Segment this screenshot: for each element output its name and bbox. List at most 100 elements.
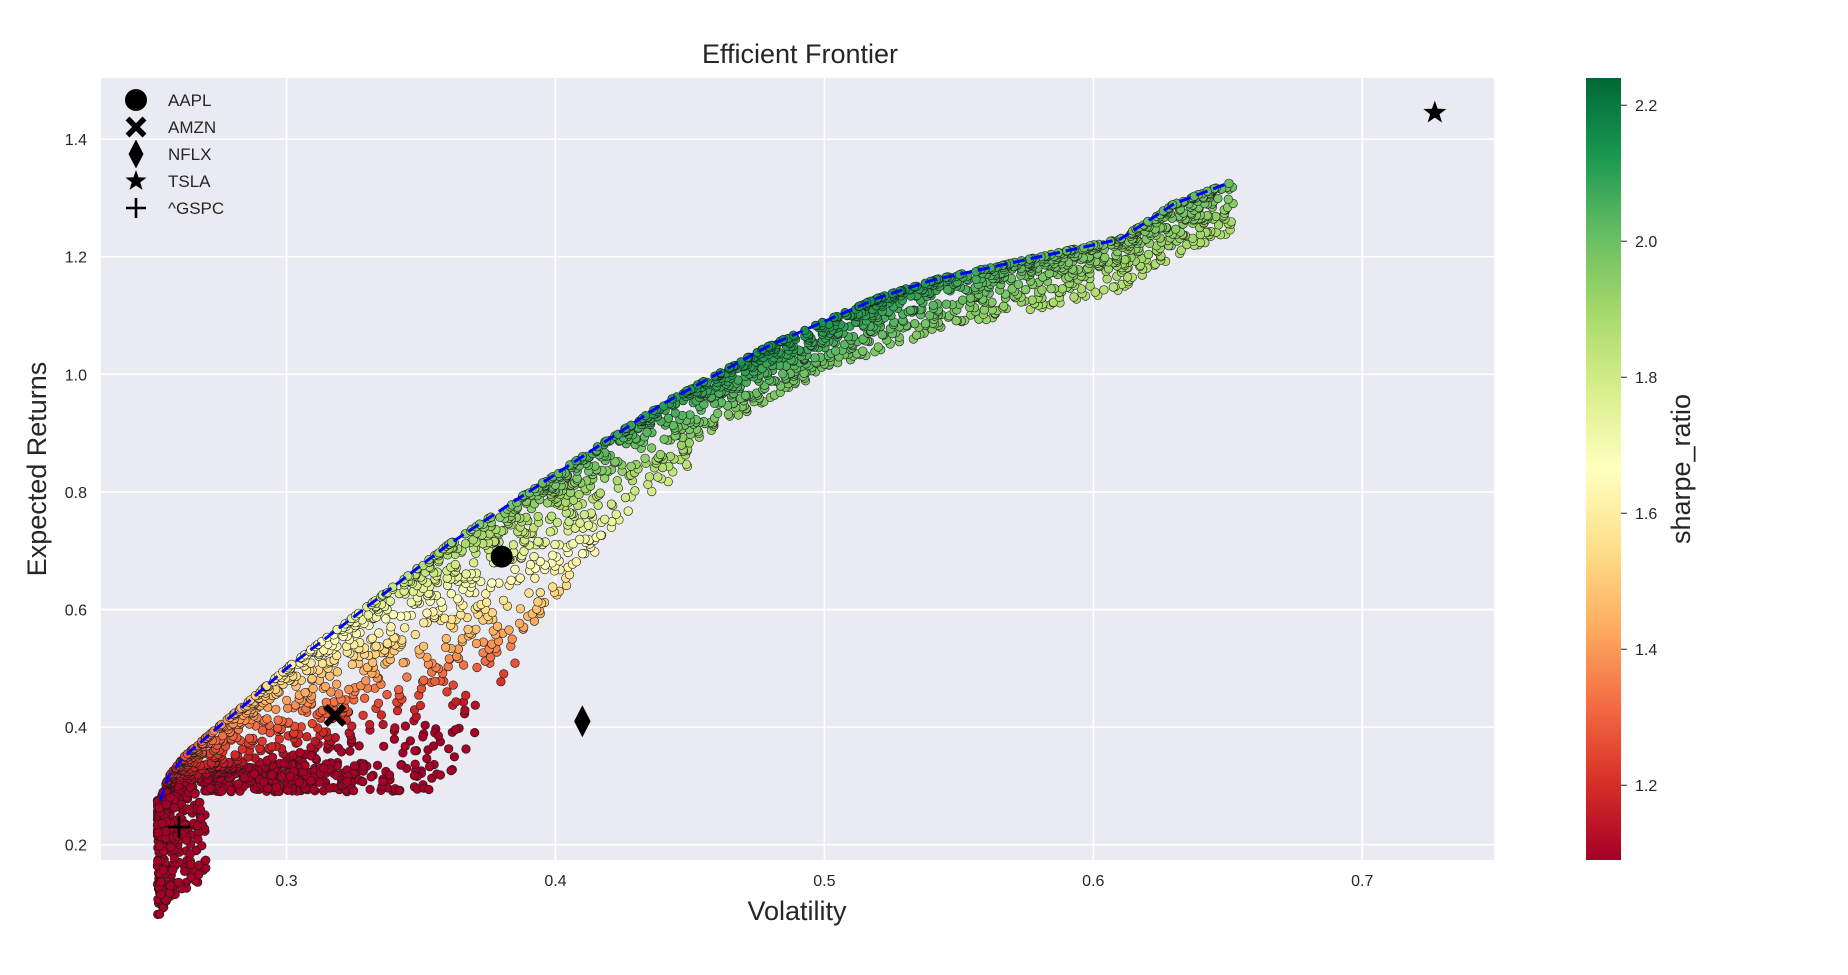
portfolio-point <box>515 604 526 614</box>
portfolio-point <box>400 721 411 731</box>
portfolio-point <box>610 457 620 467</box>
portfolio-point <box>470 727 480 738</box>
y-tick-label: 0.8 <box>65 485 87 502</box>
portfolio-point <box>365 784 375 795</box>
legend-marker-aapl <box>125 89 147 111</box>
portfolio-point <box>361 676 371 686</box>
portfolio-point <box>420 720 430 730</box>
portfolio-point <box>302 732 312 742</box>
portfolio-point <box>492 621 503 631</box>
portfolio-point <box>394 785 404 796</box>
portfolio-point <box>424 784 434 795</box>
portfolio-point <box>568 539 578 549</box>
colorbar-tick-label: 2.0 <box>1635 234 1657 251</box>
portfolio-point <box>1223 194 1233 204</box>
portfolio-point <box>267 770 277 780</box>
portfolio-point <box>778 369 788 379</box>
portfolio-point <box>441 642 451 653</box>
portfolio-point <box>644 472 655 482</box>
portfolio-point <box>640 453 650 463</box>
portfolio-point <box>482 597 492 608</box>
portfolio-point <box>239 773 249 783</box>
portfolio-point <box>358 777 368 787</box>
portfolio-point <box>510 658 520 668</box>
portfolio-point <box>595 488 605 498</box>
portfolio-point <box>535 587 545 598</box>
portfolio-point <box>373 698 384 708</box>
portfolio-point <box>262 714 272 724</box>
portfolio-point <box>320 681 330 692</box>
portfolio-point <box>646 443 657 453</box>
portfolio-point <box>244 733 255 744</box>
portfolio-point <box>1143 249 1154 260</box>
portfolio-point <box>425 761 435 772</box>
portfolio-point <box>593 500 603 510</box>
x-tick-labels: 0.3 0.4 0.5 0.6 0.7 <box>275 873 1373 890</box>
portfolio-point <box>579 509 589 520</box>
portfolio-point <box>161 799 171 810</box>
portfolio-point <box>161 895 171 905</box>
y-tick-label: 1.0 <box>65 367 87 384</box>
portfolio-point <box>366 772 376 782</box>
portfolio-point <box>1099 285 1109 295</box>
portfolio-point <box>180 866 190 877</box>
portfolio-point <box>941 299 951 309</box>
portfolio-point <box>507 634 517 644</box>
portfolio-point <box>469 558 479 568</box>
portfolio-point <box>308 683 318 694</box>
portfolio-point <box>271 704 281 714</box>
portfolio-point <box>344 684 354 695</box>
portfolio-point <box>583 520 594 530</box>
portfolio-point <box>185 849 195 859</box>
portfolio-point <box>1007 284 1017 294</box>
portfolio-point <box>460 539 471 549</box>
portfolio-point <box>442 687 452 697</box>
portfolio-point <box>237 744 247 754</box>
portfolio-point <box>325 783 335 793</box>
portfolio-point <box>461 569 471 579</box>
portfolio-point <box>450 559 460 570</box>
portfolio-point <box>385 770 395 780</box>
portfolio-point <box>321 697 331 707</box>
portfolio-point <box>496 677 506 687</box>
portfolio-point <box>920 319 931 329</box>
legend-label-nflx: NFLX <box>168 145 211 164</box>
portfolio-point <box>283 785 293 796</box>
portfolio-point <box>367 633 377 643</box>
portfolio-point <box>433 731 444 741</box>
portfolio-point <box>448 680 458 690</box>
portfolio-point <box>402 672 412 682</box>
portfolio-point <box>168 865 178 875</box>
portfolio-point <box>172 831 182 841</box>
portfolio-point <box>349 786 359 796</box>
portfolio-point <box>508 540 519 550</box>
portfolio-point <box>659 434 669 444</box>
portfolio-point <box>471 624 481 634</box>
portfolio-point <box>858 346 868 356</box>
y-tick-label: 1.4 <box>65 132 87 149</box>
portfolio-point <box>389 734 400 744</box>
portfolio-point <box>154 841 165 851</box>
portfolio-point <box>422 608 432 618</box>
portfolio-point <box>392 706 403 716</box>
portfolio-point <box>487 578 497 588</box>
portfolio-point <box>283 703 293 713</box>
portfolio-point <box>194 870 204 880</box>
portfolio-point <box>600 514 610 524</box>
portfolio-point <box>504 625 514 635</box>
portfolio-point <box>400 623 410 633</box>
portfolio-point <box>460 705 470 715</box>
portfolio-point <box>810 353 820 363</box>
portfolio-point <box>374 628 384 638</box>
x-tick-label: 0.4 <box>544 873 566 890</box>
portfolio-point <box>419 641 429 651</box>
portfolio-point <box>410 629 420 640</box>
legend-label-tsla: TSLA <box>168 172 211 191</box>
x-tick-label: 0.3 <box>275 873 297 890</box>
legend-label-amzn: AMZN <box>168 118 216 137</box>
x-axis-label: Volatility <box>747 896 847 926</box>
portfolio-point <box>519 546 529 556</box>
portfolio-point <box>951 316 961 326</box>
portfolio-point <box>548 582 558 592</box>
portfolio-point <box>156 889 166 900</box>
